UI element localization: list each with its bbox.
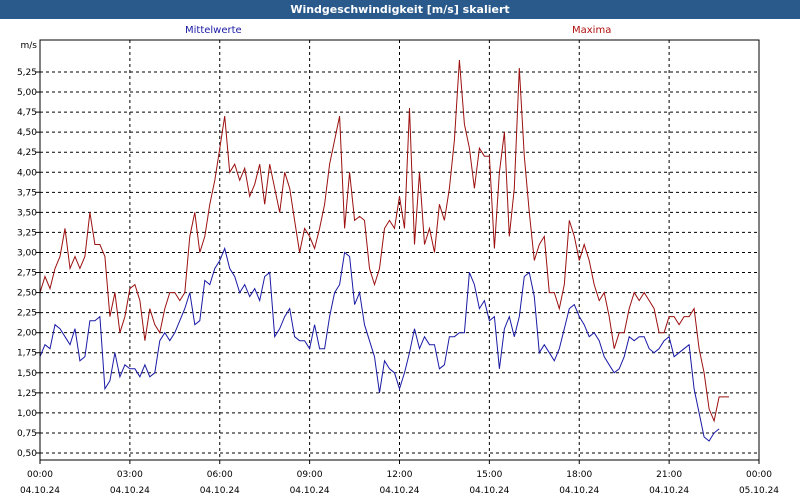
x-tick-time: 06:00 — [207, 470, 233, 480]
y-tick-label: 4,75 — [17, 108, 37, 118]
x-axis: 00:00 04.10.24 03:00 04.10.24 06:00 04.10.24 0… — [20, 460, 779, 496]
legend-maxima: Maxima — [572, 25, 612, 36]
y-tick-label: 1,50 — [17, 369, 37, 379]
x-tick-date: 04.10.24 — [110, 486, 150, 496]
x-tick-date: 04.10.24 — [200, 486, 240, 496]
x-tick-time: 00:00 — [27, 470, 53, 480]
y-tick-label: 4,25 — [17, 148, 37, 158]
y-tick-label: 3,00 — [17, 248, 37, 258]
x-tick-date: 04.10.24 — [469, 486, 509, 496]
y-tick-label: 3,25 — [17, 228, 37, 238]
y-tick-label: 2,00 — [17, 329, 37, 339]
x-tick-time: 12:00 — [387, 470, 413, 480]
y-axis-unit: m/s — [21, 41, 38, 51]
y-tick-label: 1,00 — [17, 409, 37, 419]
x-tick-date: 04.10.24 — [379, 486, 419, 496]
x-tick-time: 15:00 — [476, 470, 502, 480]
x-tick-time: 03:00 — [117, 470, 143, 480]
y-tick-label: 2,50 — [17, 289, 37, 299]
x-tick-time: 21:00 — [656, 470, 682, 480]
y-tick-label: 3,50 — [17, 208, 37, 218]
y-tick-label: 1,75 — [17, 349, 37, 359]
legend-mittelwerte: Mittelwerte — [185, 25, 242, 36]
y-tick-label: 1,25 — [17, 389, 37, 399]
x-tick-date: 04.10.24 — [20, 486, 60, 496]
y-tick-label: 0,75 — [17, 429, 37, 439]
series-line-mittelwerte — [39, 246, 720, 442]
y-tick-label: 5,25 — [17, 68, 37, 78]
y-tick-label: 3,75 — [17, 188, 37, 198]
chart-title: Windgeschwindigkeit [m/s] skaliert — [0, 0, 800, 19]
x-tick-time: 09:00 — [297, 470, 323, 480]
y-tick-label: 4,00 — [17, 168, 37, 178]
grid — [40, 40, 759, 460]
y-tick-label: 0,50 — [17, 449, 37, 459]
x-tick-date: 04.10.24 — [290, 486, 330, 496]
x-tick-date: 04.10.24 — [649, 486, 689, 496]
x-tick-time: 18:00 — [566, 470, 592, 480]
x-tick-time: 00:00 — [746, 470, 772, 480]
y-axis: 0,50 0,75 1,00 1,25 1,50 1,75 2,00 2,25 2,50 2,75… — [17, 68, 40, 459]
x-tick-date: 04.10.24 — [559, 486, 599, 496]
series-lines — [39, 59, 729, 442]
y-tick-label: 2,75 — [17, 269, 37, 279]
series-line-maxima — [39, 59, 729, 423]
y-tick-label: 2,25 — [17, 309, 37, 319]
x-tick-date: 05.10.24 — [739, 486, 779, 496]
y-tick-label: 4,50 — [17, 128, 37, 138]
plot-frame — [39, 39, 760, 461]
y-tick-label: 5,00 — [17, 88, 37, 98]
